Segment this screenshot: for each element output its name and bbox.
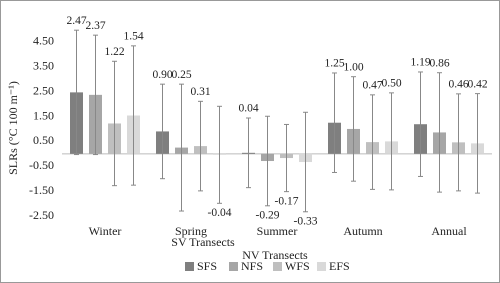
x-tick-label: Winter xyxy=(89,224,122,238)
value-label: 1.19 xyxy=(410,57,430,69)
value-label: 2.47 xyxy=(66,15,86,27)
x-tick-label: Summer xyxy=(257,224,298,238)
y-tick-label: 1.50 xyxy=(33,108,54,122)
legend-group: NV Transects xyxy=(242,248,308,262)
legend-swatch xyxy=(317,262,326,271)
y-tick-label: 4.50 xyxy=(33,34,54,48)
y-tick-label: 3.50 xyxy=(33,59,54,73)
x-tick-label: Annual xyxy=(431,224,467,238)
value-label: 0.90 xyxy=(152,69,172,81)
value-label: -0.33 xyxy=(294,215,318,227)
value-label: 0.42 xyxy=(467,78,487,90)
legend-group: SV Transects xyxy=(171,235,235,249)
y-axis-label: SLRs (°C 100 m⁻¹) xyxy=(6,81,20,175)
x-tick-label: Autumn xyxy=(343,224,382,238)
legend-label: NFS xyxy=(241,259,263,273)
legend-swatch xyxy=(273,262,282,271)
value-label: 0.50 xyxy=(381,78,401,90)
y-tick-label: -1.50 xyxy=(29,183,54,197)
x-tick-label: Spring xyxy=(175,224,207,238)
legend-label: SFS xyxy=(197,259,217,273)
value-label: 0.47 xyxy=(362,79,382,91)
value-label: 0.04 xyxy=(238,103,258,115)
y-tick-label: -2.50 xyxy=(29,208,54,222)
value-label: -0.04 xyxy=(208,207,232,219)
value-label: -0.17 xyxy=(275,195,299,207)
value-label: 1.25 xyxy=(324,58,344,70)
value-label: 0.31 xyxy=(190,86,210,98)
legend-label: WFS xyxy=(285,259,310,273)
y-tick-label: -0.50 xyxy=(29,158,54,172)
value-label: 2.37 xyxy=(85,20,105,32)
value-label: -0.29 xyxy=(256,209,280,221)
value-label: 1.22 xyxy=(104,46,124,58)
legend-swatch xyxy=(229,262,238,271)
value-label: 1.54 xyxy=(123,30,143,42)
legend-label: EFS xyxy=(329,259,350,273)
value-label: 1.00 xyxy=(343,61,363,73)
value-label: 0.86 xyxy=(429,57,449,69)
y-tick-label: 2.50 xyxy=(33,83,54,97)
value-label: 0.46 xyxy=(448,79,468,91)
legend-swatch xyxy=(185,262,194,271)
value-label: 0.25 xyxy=(171,69,191,81)
y-tick-label: 0.50 xyxy=(33,133,54,147)
